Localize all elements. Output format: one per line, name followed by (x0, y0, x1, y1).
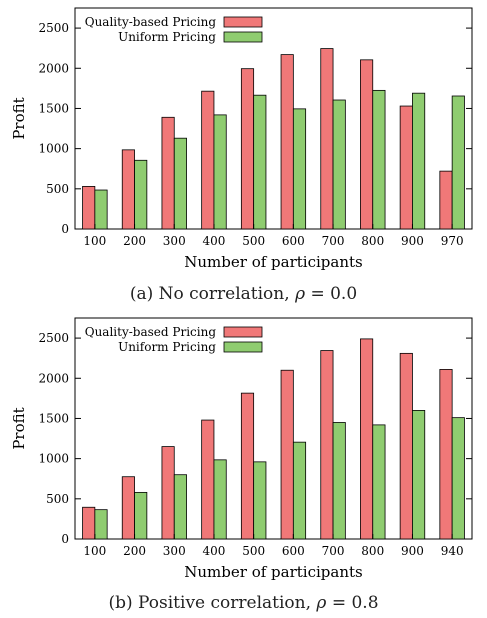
caption-b-value: = 0.8 (331, 593, 379, 613)
x-tick-label: 500 (242, 234, 265, 248)
x-tick-label: 940 (441, 544, 464, 558)
bar-uniform-100 (94, 189, 108, 230)
caption-b: (b) Positive correlation, ρ = 0.8 (0, 593, 487, 613)
bar-uniform-800 (372, 424, 386, 540)
x-tick-label: 800 (361, 544, 384, 558)
bar-quality-800 (360, 338, 374, 540)
bar-quality-900 (399, 105, 413, 230)
bar-quality-800 (360, 59, 374, 230)
bar-uniform-200 (134, 159, 148, 230)
bar-uniform-940 (451, 417, 465, 540)
x-tick-label: 970 (441, 234, 464, 248)
x-tick-label: 900 (401, 544, 424, 558)
x-tick-label: 700 (322, 544, 345, 558)
bar-uniform-200 (134, 491, 148, 540)
bar-quality-600 (280, 54, 294, 230)
bar-uniform-500 (253, 94, 267, 230)
legend-swatch-uniform (223, 31, 263, 43)
y-tick-label: 0 (61, 222, 69, 236)
bar-quality-600 (280, 369, 294, 540)
x-axis-label: Number of participants (184, 253, 362, 271)
bar-quality-200 (121, 476, 135, 540)
bar-quality-500 (240, 68, 255, 230)
bar-uniform-600 (292, 108, 307, 230)
legend-label-quality: Quality-based Pricing (85, 325, 217, 339)
bar-quality-100 (82, 506, 96, 540)
bar-quality-700 (320, 48, 334, 230)
bar-quality-200 (121, 149, 135, 230)
caption-b-prefix: (b) Positive correlation, (108, 593, 312, 613)
legend-label-uniform: Uniform Pricing (118, 340, 216, 354)
chart-a: 0 500 1000 1500 2000 2500 100 200 300 400 500 600 70… (10, 7, 473, 271)
y-tick-label: 500 (46, 182, 69, 196)
x-tick-label: 500 (242, 544, 265, 558)
y-tick-label: 2500 (38, 21, 69, 35)
bar-quality-400 (201, 90, 215, 230)
y-tick-label: 2000 (38, 61, 69, 75)
bar-uniform-900 (412, 410, 426, 540)
x-tick-label: 700 (322, 234, 345, 248)
plot-frame (74, 7, 473, 230)
caption-b-variable: ρ (316, 593, 327, 613)
caption-a: (a) No correlation, ρ = 0.0 (0, 284, 487, 304)
bar-uniform-600 (292, 441, 307, 540)
bar-uniform-100 (94, 509, 108, 540)
bar-uniform-500 (253, 461, 267, 540)
x-tick-label: 100 (83, 234, 106, 248)
plot-frame (74, 317, 473, 540)
caption-a-value: = 0.0 (310, 284, 358, 304)
y-tick-label: 1000 (38, 142, 69, 156)
legend-swatch-quality (223, 16, 263, 28)
x-tick-label: 400 (202, 544, 225, 558)
bar-quality-500 (240, 392, 255, 540)
y-axis-label: Profit (10, 407, 28, 449)
bar-uniform-400 (213, 114, 227, 230)
y-tick-label: 0 (61, 532, 69, 546)
bar-uniform-970 (451, 95, 465, 230)
bar-quality-400 (201, 419, 215, 540)
x-tick-label: 400 (202, 234, 225, 248)
y-tick-label: 500 (46, 492, 69, 506)
legend-swatch-uniform (223, 341, 263, 353)
legend-label-uniform: Uniform Pricing (118, 30, 216, 44)
x-tick-label: 600 (282, 234, 305, 248)
bar-quality-940 (439, 369, 453, 540)
y-tick-label: 1500 (38, 411, 69, 425)
bar-uniform-400 (213, 459, 227, 540)
bar-uniform-700 (332, 99, 346, 230)
x-tick-label: 200 (123, 234, 146, 248)
y-tick-label: 2500 (38, 331, 69, 345)
x-axis-label: Number of participants (184, 563, 362, 581)
bar-uniform-900 (412, 92, 426, 230)
x-tick-label: 300 (163, 544, 186, 558)
x-tick-label: 600 (282, 544, 305, 558)
bar-quality-300 (161, 446, 175, 540)
x-tick-label: 200 (123, 544, 146, 558)
bar-quality-100 (82, 186, 96, 230)
bar-quality-700 (320, 350, 334, 540)
chart-b: 0 500 1000 1500 2000 2500 100 200 300 400 500 600 70… (10, 317, 473, 581)
bar-uniform-300 (173, 474, 187, 540)
x-tick-label: 800 (361, 234, 384, 248)
y-axis-label: Profit (10, 97, 28, 139)
x-tick-label: 100 (83, 544, 106, 558)
x-tick-label: 900 (401, 234, 424, 248)
bar-quality-300 (161, 116, 175, 230)
caption-a-variable: ρ (295, 284, 306, 304)
bar-uniform-800 (372, 89, 386, 230)
bar-quality-970 (439, 170, 453, 230)
x-tick-label: 300 (163, 234, 186, 248)
y-tick-label: 2000 (38, 371, 69, 385)
legend-label-quality: Quality-based Pricing (85, 15, 217, 29)
bar-quality-900 (399, 352, 413, 540)
y-tick-label: 1500 (38, 101, 69, 115)
bar-uniform-300 (173, 137, 187, 230)
bar-uniform-700 (332, 422, 346, 540)
legend-swatch-quality (223, 326, 263, 338)
caption-a-prefix: (a) No correlation, (129, 284, 290, 304)
y-tick-label: 1000 (38, 452, 69, 466)
